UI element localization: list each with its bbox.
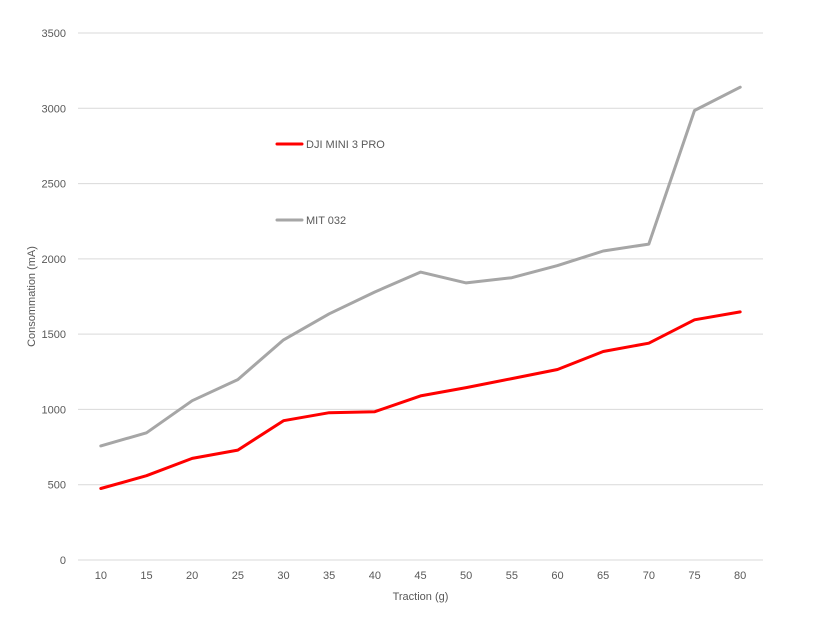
- data-point-mit-032: [282, 338, 285, 341]
- data-point-dji-mini-3-pro: [693, 318, 696, 321]
- x-axis-title: Traction (g): [393, 591, 449, 603]
- data-point-mit-032: [191, 399, 194, 402]
- x-tick-label: 35: [323, 570, 335, 582]
- series-line-dji-mini-3-pro: [99, 310, 742, 490]
- data-point-mit-032: [373, 290, 376, 293]
- data-point-mit-032: [145, 431, 148, 434]
- data-point-mit-032: [647, 243, 650, 246]
- data-point-dji-mini-3-pro: [739, 310, 742, 313]
- y-tick-label: 2500: [42, 179, 66, 191]
- y-tick-label: 1000: [42, 404, 66, 416]
- data-point-dji-mini-3-pro: [191, 457, 194, 460]
- data-point-dji-mini-3-pro: [465, 386, 468, 389]
- legend-label-dji-mini-3-pro: DJI MINI 3 PRO: [306, 139, 385, 151]
- data-point-mit-032: [510, 276, 513, 279]
- y-tick-label: 1500: [42, 329, 66, 341]
- x-tick-label: 65: [597, 570, 609, 582]
- x-tick-label: 80: [734, 570, 746, 582]
- x-tick-label: 50: [460, 570, 472, 582]
- y-axis-tick-labels: 0 500 1000 1500 2000 2500 3000 3500: [42, 28, 66, 567]
- y-tick-label: 3500: [42, 28, 66, 40]
- data-point-dji-mini-3-pro: [373, 410, 376, 413]
- data-point-mit-032: [556, 264, 559, 267]
- data-point-mit-032: [602, 250, 605, 253]
- data-point-mit-032: [739, 86, 742, 89]
- data-point-dji-mini-3-pro: [556, 368, 559, 371]
- x-tick-label: 55: [506, 570, 518, 582]
- x-tick-label: 75: [688, 570, 700, 582]
- x-tick-label: 40: [369, 570, 381, 582]
- data-point-dji-mini-3-pro: [236, 449, 239, 452]
- legend: DJI MINI 3 PRO MIT 032: [275, 139, 385, 227]
- x-tick-label: 30: [277, 570, 289, 582]
- gridlines: [78, 32, 763, 561]
- data-point-mit-032: [99, 444, 102, 447]
- series-lines: [99, 85, 742, 490]
- y-tick-label: 500: [48, 480, 66, 492]
- data-point-dji-mini-3-pro: [282, 419, 285, 422]
- data-point-dji-mini-3-pro: [647, 342, 650, 345]
- y-tick-label: 0: [60, 555, 66, 567]
- legend-label-mit-032: MIT 032: [306, 215, 346, 227]
- data-point-dji-mini-3-pro: [602, 350, 605, 353]
- data-point-mit-032: [465, 281, 468, 284]
- data-point-dji-mini-3-pro: [99, 487, 102, 490]
- data-point-dji-mini-3-pro: [419, 394, 422, 397]
- x-tick-label: 25: [232, 570, 244, 582]
- x-tick-label: 10: [95, 570, 107, 582]
- x-tick-label: 45: [414, 570, 426, 582]
- x-tick-label: 20: [186, 570, 198, 582]
- x-tick-label: 70: [643, 570, 655, 582]
- data-point-dji-mini-3-pro: [145, 474, 148, 477]
- data-point-dji-mini-3-pro: [510, 377, 513, 380]
- y-tick-label: 2000: [42, 254, 66, 266]
- data-point-mit-032: [693, 109, 696, 112]
- data-point-mit-032: [419, 271, 422, 274]
- x-axis-tick-labels: 10 15 20 25 30 35 40 45 50 55 60 65 70 75 80: [95, 570, 747, 582]
- data-point-mit-032: [236, 378, 239, 381]
- data-point-dji-mini-3-pro: [328, 411, 331, 414]
- y-axis-title: Consommation (mA): [26, 246, 38, 347]
- data-point-mit-032: [328, 312, 331, 315]
- x-tick-label: 15: [140, 570, 152, 582]
- x-tick-label: 60: [551, 570, 563, 582]
- series-line-mit-032: [99, 85, 742, 448]
- y-tick-label: 3000: [42, 103, 66, 115]
